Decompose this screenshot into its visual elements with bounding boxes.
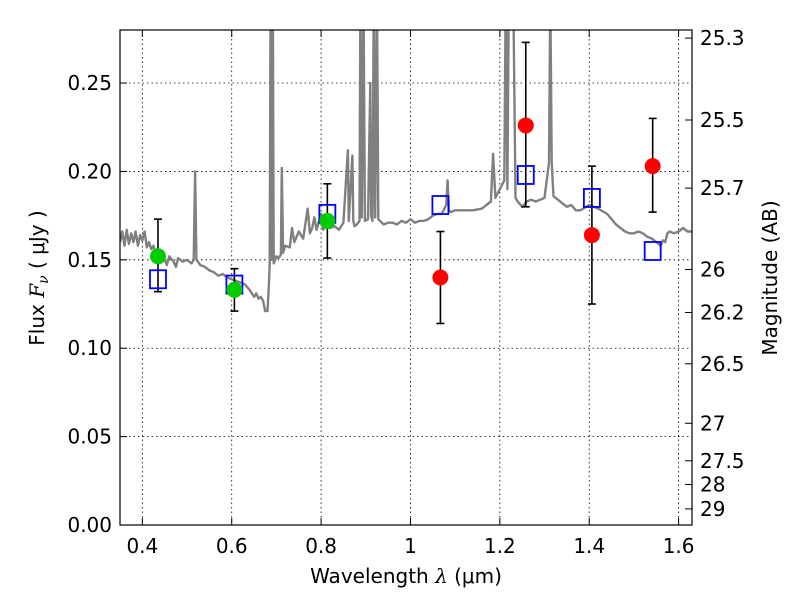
x-tick-label: 0.8 bbox=[305, 534, 337, 558]
x-tick-label: 0.4 bbox=[126, 534, 158, 558]
grid-lines bbox=[120, 30, 692, 526]
circle-marker bbox=[149, 248, 166, 265]
x-tick-label: 1.4 bbox=[573, 534, 605, 558]
y-tick-label: 0.15 bbox=[67, 248, 112, 272]
mag-tick-label: 25.7 bbox=[700, 176, 745, 200]
mag-tick-label: 27 bbox=[700, 411, 725, 435]
square-marker bbox=[516, 165, 535, 185]
y-tick-label: 0.10 bbox=[67, 336, 112, 360]
x-tick-label: 0.6 bbox=[216, 534, 248, 558]
square-marker bbox=[583, 188, 601, 208]
mag-tick-label: 26.2 bbox=[700, 300, 745, 324]
y-tick-label: 0.00 bbox=[67, 513, 112, 537]
square-marker bbox=[431, 195, 450, 215]
circle-marker bbox=[644, 158, 661, 175]
mag-tick-label: 29 bbox=[700, 497, 725, 521]
y-tick-label: 0.20 bbox=[67, 159, 112, 183]
mag-tick-label: 28 bbox=[700, 473, 725, 497]
square-marker bbox=[149, 269, 167, 290]
mag-tick-label: 25.5 bbox=[700, 108, 745, 132]
x-tick-label: 1 bbox=[404, 534, 417, 558]
mag-tick-label: 27.5 bbox=[700, 449, 745, 473]
data-points bbox=[149, 41, 662, 325]
x-tick-label: 1.6 bbox=[663, 534, 695, 558]
circle-marker bbox=[432, 269, 449, 286]
y-tick-label: 0.05 bbox=[67, 425, 112, 449]
circle-marker bbox=[517, 117, 534, 134]
square-marker bbox=[643, 241, 662, 261]
circle-marker bbox=[583, 227, 600, 244]
y-axis-label: Flux Fν ( μJy ) bbox=[25, 210, 52, 345]
x-tick-label: 1.2 bbox=[484, 534, 516, 558]
model-spectrum-line bbox=[120, 30, 692, 313]
model-spectrum bbox=[120, 30, 692, 313]
circle-marker bbox=[226, 281, 243, 298]
axis-ticks: 0.4 0.6 0.8 1 1.2 1.4 1.6 0.00 0.05 0.10 0.15 0.20 0… bbox=[67, 26, 744, 558]
circle-marker bbox=[319, 212, 336, 229]
y-tick-label: 0.25 bbox=[67, 71, 112, 95]
mag-tick-label: 25.3 bbox=[700, 26, 745, 50]
y2-axis-label: Magnitude (AB) bbox=[758, 200, 782, 355]
plot-frame bbox=[119, 29, 693, 526]
x-axis-label: Wavelength λ (μm) bbox=[310, 564, 502, 588]
mag-tick-label: 26 bbox=[700, 257, 725, 281]
mag-tick-label: 26.5 bbox=[700, 352, 745, 376]
